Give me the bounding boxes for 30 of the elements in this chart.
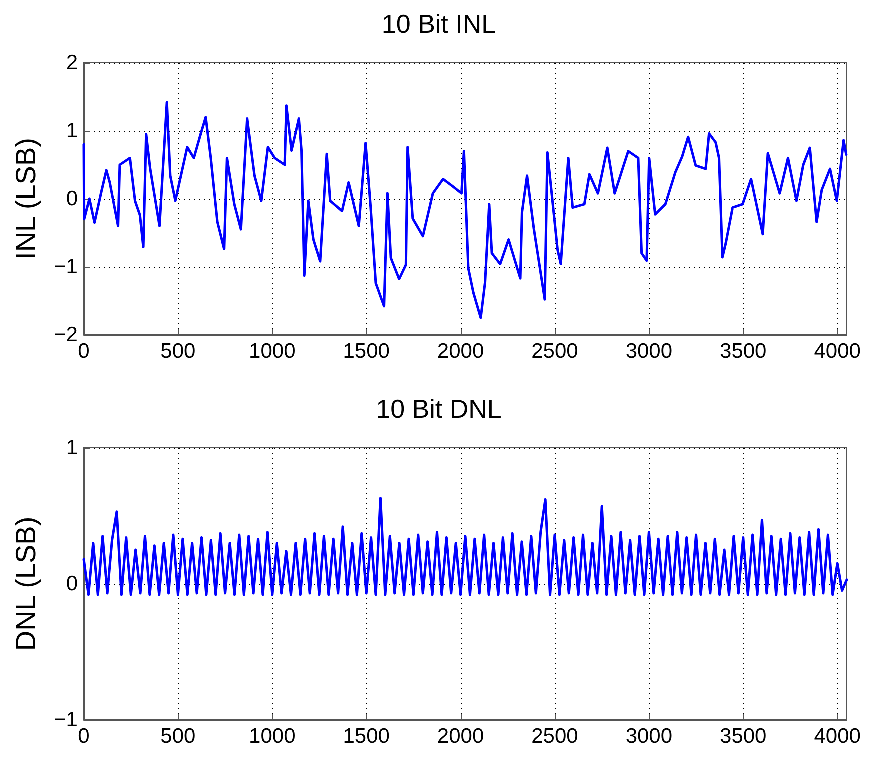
y-axis-title: INL (LSB) — [10, 138, 42, 260]
y-tick-label: 2 — [66, 52, 78, 74]
x-tick-label: 3500 — [720, 725, 767, 748]
x-tick-label: 4000 — [814, 340, 861, 363]
x-tick-label: 500 — [160, 725, 196, 748]
chart-title: 10 Bit INL — [382, 9, 496, 39]
y-axis-title: DNL (LSB) — [10, 516, 42, 652]
x-tick-label: 1000 — [249, 725, 296, 748]
x-tick-label: 3000 — [626, 340, 673, 363]
x-tick-label: 2000 — [437, 725, 484, 748]
y-tick-label: 0 — [66, 188, 78, 210]
y-tick-label: −1 — [54, 256, 78, 278]
x-tick-label: 500 — [160, 340, 196, 363]
x-tick-label: 1500 — [343, 340, 390, 363]
x-tick-label: 2500 — [532, 340, 578, 363]
x-tick-label: 2500 — [532, 725, 578, 748]
x-tick-label: 4000 — [814, 725, 861, 748]
y-tick-label: 1 — [66, 120, 78, 142]
line-series — [82, 497, 848, 596]
y-tick-label: 1 — [66, 436, 78, 460]
y-tick-label: 0 — [66, 572, 78, 596]
x-tick-label: 1000 — [249, 340, 296, 363]
y-tick-label: −2 — [54, 324, 78, 346]
x-tick-label: 3500 — [720, 340, 767, 363]
x-tick-label: 3000 — [626, 725, 673, 748]
x-tick-label: 2000 — [437, 340, 484, 363]
chart-title: 10 Bit DNL — [376, 394, 502, 424]
x-tick-label: 1500 — [343, 725, 390, 748]
y-tick-label: −1 — [54, 708, 78, 732]
line-series — [82, 101, 848, 320]
